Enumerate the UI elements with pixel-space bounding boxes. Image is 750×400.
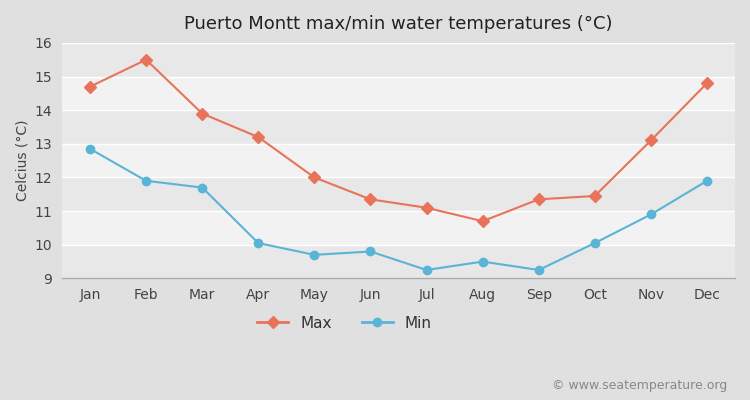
Max <box>703 81 712 86</box>
Max <box>478 219 488 224</box>
Max <box>646 138 656 143</box>
Bar <box>62 43 735 76</box>
Bar <box>62 245 735 278</box>
Min <box>254 241 262 246</box>
Min <box>590 241 599 246</box>
Max <box>422 205 431 210</box>
Bar <box>62 144 735 178</box>
Max <box>534 197 543 202</box>
Legend: Max, Min: Max, Min <box>251 310 438 337</box>
Max <box>142 57 151 62</box>
Max <box>198 111 207 116</box>
Line: Min: Min <box>86 145 711 274</box>
Min <box>422 268 431 272</box>
Min <box>310 252 319 257</box>
Max <box>310 175 319 180</box>
Bar <box>62 76 735 110</box>
Min <box>646 212 656 217</box>
Min <box>478 259 488 264</box>
Max <box>254 135 262 140</box>
Bar <box>62 211 735 245</box>
Title: Puerto Montt max/min water temperatures (°C): Puerto Montt max/min water temperatures … <box>184 15 613 33</box>
Y-axis label: Celcius (°C): Celcius (°C) <box>15 120 29 201</box>
Line: Max: Max <box>86 56 711 225</box>
Text: © www.seatemperature.org: © www.seatemperature.org <box>552 379 728 392</box>
Min <box>534 268 543 272</box>
Min <box>198 185 207 190</box>
Max <box>590 194 599 198</box>
Min <box>142 178 151 183</box>
Min <box>366 249 375 254</box>
Bar <box>62 178 735 211</box>
Bar <box>62 110 735 144</box>
Max <box>366 197 375 202</box>
Min <box>703 178 712 183</box>
Min <box>86 146 94 151</box>
Max <box>86 84 94 89</box>
